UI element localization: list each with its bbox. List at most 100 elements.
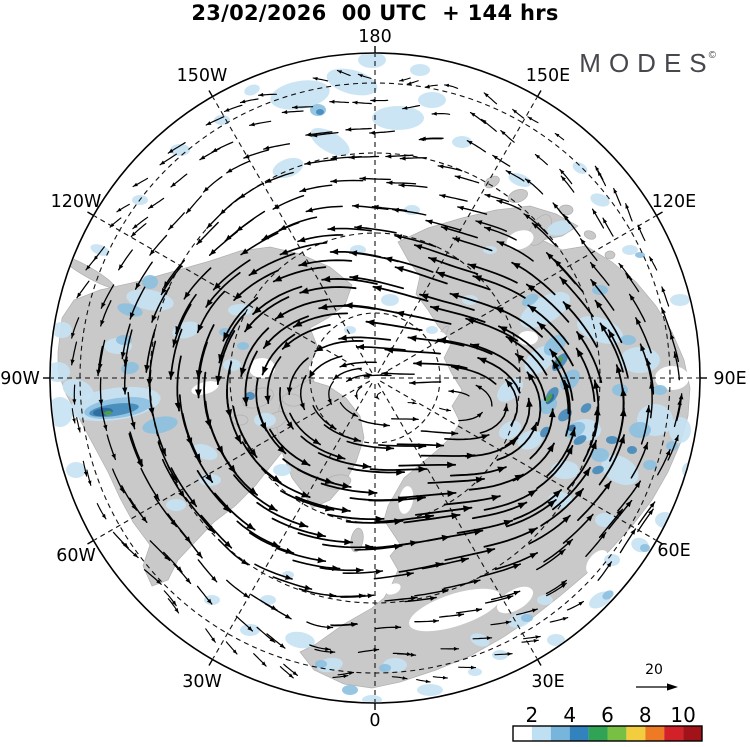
wind-arrow	[346, 440, 395, 450]
wind-arrow	[562, 513, 594, 544]
wind-arrow	[281, 324, 331, 350]
wind-arrow	[295, 495, 351, 512]
wind-arrowhead	[476, 220, 483, 225]
wind-arrow	[254, 563, 293, 580]
wind-arrow	[244, 296, 290, 333]
wind-arrowhead	[468, 263, 477, 270]
shade-blob	[260, 595, 276, 605]
wind-arrowhead	[561, 580, 567, 586]
wind-arrow	[496, 240, 534, 262]
wind-arrowhead	[206, 121, 212, 125]
wind-arrowhead	[209, 249, 217, 256]
wind-arrowhead	[533, 639, 539, 643]
wind-arrowhead	[224, 107, 230, 112]
wind-arrowhead	[215, 375, 222, 385]
wind-arrow	[266, 356, 282, 405]
wind-arrow	[598, 434, 625, 486]
wind-arrowhead	[195, 389, 202, 398]
shade-blob	[592, 465, 604, 475]
wind-arrowhead	[273, 204, 280, 210]
wind-arrow	[562, 301, 598, 348]
wind-arrow	[450, 365, 497, 385]
wind-arrowhead	[532, 223, 539, 229]
wind-arrowhead	[395, 266, 404, 273]
longitude-label-150W: 150W	[177, 66, 228, 86]
wind-arrow	[403, 514, 461, 524]
wind-arrow	[372, 285, 429, 302]
wind-arrowhead	[471, 665, 476, 670]
wind-arrowhead	[620, 388, 627, 397]
sea	[496, 586, 534, 614]
wind-arrowhead	[232, 649, 237, 654]
colorbar-cell	[645, 726, 665, 741]
wind-arrow	[176, 355, 182, 412]
wind-arrow	[511, 261, 556, 296]
wind-arrowhead	[406, 571, 414, 577]
longitude-tick	[656, 211, 663, 217]
wind-arrowhead	[340, 362, 347, 368]
wind-arrowhead	[466, 317, 475, 325]
colorbar-cell	[513, 726, 532, 741]
wind-arrowhead	[315, 345, 324, 352]
wind-arrowhead	[329, 650, 335, 654]
shade-blob	[237, 342, 249, 350]
wind-arrowhead	[424, 513, 434, 521]
wind-arrowhead	[590, 262, 596, 269]
wind-arrowhead	[327, 398, 332, 405]
wind-arrow	[394, 311, 452, 325]
wind-arrowhead	[402, 676, 407, 680]
wind-arrow	[477, 357, 521, 394]
wind-arrowhead	[353, 436, 361, 443]
wind-arrowhead	[196, 551, 203, 558]
wind-arrowhead	[336, 453, 345, 460]
wind-arrowhead	[367, 593, 374, 599]
wind-arrow	[494, 306, 543, 338]
wind-arrowhead	[299, 402, 305, 410]
longitude-label-120W: 120W	[51, 192, 102, 212]
shade-blob	[272, 157, 304, 179]
wind-arrowhead	[582, 467, 590, 477]
wind-arrow	[314, 340, 364, 353]
wind-arrowhead	[279, 224, 287, 230]
wind-arrowhead	[506, 170, 512, 175]
wind-arrowhead	[178, 490, 185, 498]
wind-arrowhead	[677, 399, 682, 406]
wind-arrow	[298, 259, 353, 267]
shade-blob	[604, 554, 620, 566]
wind-arrow	[262, 315, 309, 349]
shade-blob	[244, 84, 260, 96]
longitude-label-150E: 150E	[526, 66, 570, 86]
wind-arrowhead	[333, 374, 340, 380]
wind-arrowhead	[546, 252, 554, 260]
wind-arrowhead	[442, 675, 448, 680]
wind-arrowhead	[366, 319, 375, 326]
wind-arrow	[272, 266, 327, 283]
wind-arrow	[354, 544, 403, 551]
sea	[506, 230, 534, 250]
island	[484, 175, 500, 189]
wind-arrowhead	[451, 512, 460, 520]
shade-blob	[358, 54, 386, 68]
wind-arrowhead	[168, 148, 174, 154]
wind-arrowhead	[301, 491, 310, 498]
wind-arrowhead	[285, 547, 294, 554]
wind-arrowhead	[247, 626, 253, 631]
wind-arrowhead	[119, 486, 124, 493]
wind-arrowhead	[548, 409, 556, 418]
wind-arrowhead	[475, 476, 485, 484]
wind-arrow	[323, 424, 362, 442]
wind-arrowhead	[481, 434, 489, 440]
wind-arrowhead	[234, 292, 242, 301]
wind-arrowhead	[240, 99, 246, 104]
wind-arrowhead	[441, 226, 449, 232]
shade-blob	[362, 695, 382, 702]
wind-arrowhead	[447, 490, 456, 497]
wind-arrowhead	[506, 595, 513, 600]
colorbar-cell	[569, 726, 589, 741]
shade-blob	[410, 64, 430, 76]
wind-arrowhead	[603, 218, 608, 224]
wind-arrowhead	[649, 256, 654, 262]
wind-vector-field	[70, 69, 684, 684]
wind-arrowhead	[311, 132, 318, 138]
wind-arrowhead	[171, 182, 176, 187]
